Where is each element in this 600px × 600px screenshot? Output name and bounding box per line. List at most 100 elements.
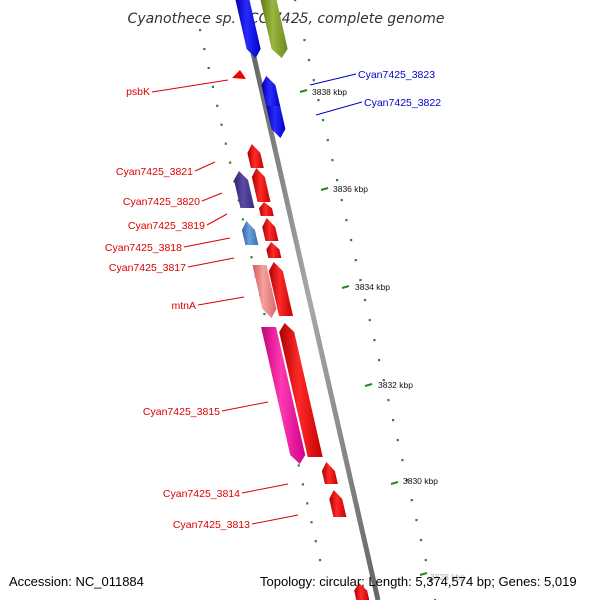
- leader-line: [201, 192, 223, 202]
- leader-line: [194, 161, 216, 172]
- gene-features: [232, 0, 370, 600]
- inner-track-tick: [233, 180, 236, 183]
- label-leader-lines: [151, 73, 363, 525]
- gene-cyan7425-3818: [262, 218, 279, 241]
- outer-scale-tick: [312, 79, 315, 82]
- outer-scale-tick: [331, 159, 334, 162]
- gene-cyan7425-3815: [279, 323, 323, 457]
- outer-scale-tick: [401, 459, 404, 462]
- outer-scale-tick: [424, 559, 427, 562]
- genome-backbone: [238, 0, 381, 600]
- scale-label: 3828 kbp: [430, 572, 465, 582]
- inner-track-tick: [241, 218, 245, 221]
- outer-scale-tick: [415, 519, 418, 522]
- gene-label-cyan7425-3817: Cyan7425_3817: [109, 262, 186, 274]
- leader-line: [309, 73, 357, 86]
- inner-track-tick: [229, 161, 232, 164]
- inner-track-tick: [216, 104, 219, 107]
- gene-labels: psbK Cyan7425_3823 Cyan7425_3822 Cyan7425_3…: [105, 69, 441, 531]
- topology-text: Topology: circular; Length: 5,374,574 bp…: [260, 574, 577, 589]
- outer-scale-tick: [340, 199, 343, 202]
- gene-bottom: [354, 583, 370, 600]
- gene-label-cyan7425-3820: Cyan7425_3820: [123, 196, 200, 208]
- major-tick: [341, 285, 350, 289]
- leader-line: [151, 79, 229, 93]
- inner-track-tick: [297, 464, 300, 467]
- gene-blue-top: [235, 0, 261, 58]
- outer-scale-tick: [392, 419, 395, 422]
- gene-label-cyan7425-3822: Cyan7425_3822: [364, 97, 441, 109]
- outer-scale-tick: [373, 339, 376, 342]
- outer-scale-tick: [406, 479, 409, 482]
- inner-track-tick: [314, 540, 317, 543]
- outer-scale-tick: [350, 239, 353, 242]
- gene-label-cyan7425-3818: Cyan7425_3818: [105, 242, 182, 254]
- outer-scale-tick: [354, 259, 357, 262]
- gene-cyan7425-3820: [251, 168, 271, 202]
- accession-text: Accession: NC_011884: [9, 574, 144, 589]
- outer-scale-tick: [326, 139, 329, 142]
- inner-track-tick: [237, 199, 240, 202]
- major-tick: [364, 383, 373, 387]
- outer-scale-tick: [345, 219, 348, 222]
- outer-scale-tick: [364, 299, 367, 302]
- leader-line: [315, 101, 363, 116]
- outer-scale-tick: [359, 279, 362, 282]
- outer-scale-tick: [382, 379, 385, 382]
- gene-label-cyan7425-3813: Cyan7425_3813: [173, 519, 250, 531]
- scale-label: 3838 kbp: [312, 87, 347, 97]
- inner-track-tick: [224, 142, 227, 145]
- inner-track-tick: [220, 123, 223, 126]
- major-tick: [320, 187, 329, 191]
- outer-scale-tick: [294, 0, 297, 2]
- gene-mtnA-salmon: [252, 265, 277, 318]
- gene-cyan7425-3823: [261, 76, 281, 107]
- outer-scale-tick: [322, 119, 325, 122]
- leader-line: [187, 257, 235, 268]
- gene-psbK: [232, 70, 246, 79]
- gene-label-mtna: mtnA: [171, 300, 196, 312]
- inner-track-tick: [306, 502, 309, 505]
- inner-track-tick: [319, 559, 322, 562]
- outer-scale-tick: [396, 439, 399, 442]
- leader-line: [197, 296, 245, 306]
- gene-cyan7425-3821: [247, 144, 264, 168]
- gene-label-cyan7425-3821: Cyan7425_3821: [116, 166, 193, 178]
- outer-scale-tick: [410, 499, 413, 502]
- gene-cyan7425-3820-purple: [234, 171, 255, 208]
- gene-label-cyan7425-3819: Cyan7425_3819: [128, 220, 205, 232]
- map-title: Cyanothece sp. PCC 7425, complete genome: [128, 11, 445, 27]
- gene-cyan7425-3819: [258, 202, 274, 216]
- major-tick: [390, 481, 399, 485]
- outer-scale-tick: [317, 99, 320, 102]
- gene-cyan7425-3815-magenta: [261, 327, 306, 464]
- gene-label-cyan7425-3815: Cyan7425_3815: [143, 406, 220, 418]
- outer-scale-tick: [420, 539, 423, 542]
- leader-line: [206, 213, 228, 226]
- gene-olive-top: [260, 0, 288, 58]
- outer-scale-tick: [387, 399, 390, 402]
- scale-label: 3830 kbp: [403, 476, 438, 486]
- gene-label-cyan7425-3823: Cyan7425_3823: [358, 69, 435, 81]
- outer-scale-tick: [336, 179, 339, 182]
- scale-labels: 3838 kbp 3836 kbp 3834 kbp 3832 kbp 3830 kbp…: [299, 87, 465, 582]
- scale-label: 3832 kbp: [378, 380, 413, 390]
- scale-label: 3834 kbp: [355, 282, 390, 292]
- gene-cyan7425-3822: [266, 106, 286, 138]
- inner-track-tick: [310, 521, 313, 524]
- major-tick: [419, 572, 428, 576]
- outer-scale-tick: [308, 59, 311, 62]
- scale-label: 3836 kbp: [333, 184, 368, 194]
- gene-label-psbk: psbK: [126, 86, 150, 98]
- leader-line: [241, 483, 289, 494]
- outer-scale-tick: [298, 19, 301, 22]
- gene-cyan7425-3817: [266, 242, 282, 258]
- outer-scale-tick: [378, 359, 381, 362]
- inner-track-tick: [211, 85, 215, 88]
- leader-line: [183, 237, 231, 248]
- gene-label-cyan7425-3814: Cyan7425_3814: [163, 488, 240, 500]
- outer-scale-tick: [303, 39, 306, 42]
- inner-track-tick: [207, 66, 210, 70]
- inner-track-tick: [263, 312, 266, 316]
- inner-track-tick: [250, 256, 253, 259]
